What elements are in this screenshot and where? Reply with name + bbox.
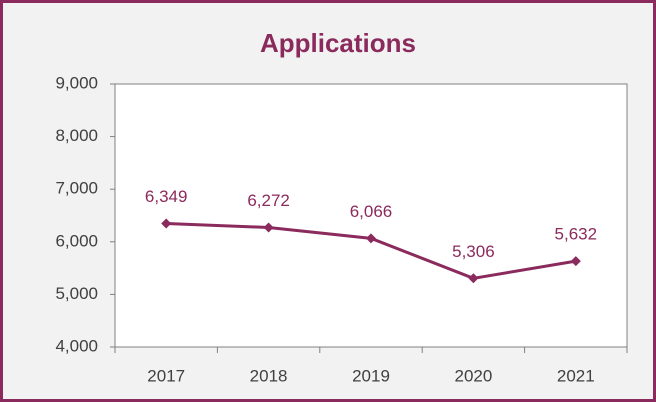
x-tick-label: 2018 xyxy=(250,366,288,385)
y-tick-label: 9,000 xyxy=(55,73,98,92)
x-tick-label: 2021 xyxy=(557,366,595,385)
marker xyxy=(468,273,479,284)
x-tick-label: 2017 xyxy=(147,366,185,385)
data-label: 6,349 xyxy=(145,187,188,206)
y-tick-label: 7,000 xyxy=(55,179,98,198)
data-label: 5,306 xyxy=(452,242,495,261)
data-label: 6,272 xyxy=(247,191,290,210)
y-tick-label: 8,000 xyxy=(55,126,98,145)
y-tick-label: 4,000 xyxy=(55,336,98,355)
x-tick-label: 2020 xyxy=(454,366,492,385)
plot-area xyxy=(114,83,628,348)
marker xyxy=(366,233,376,244)
y-tick-label: 5,000 xyxy=(55,284,98,303)
marker xyxy=(263,222,274,233)
data-label: 5,632 xyxy=(555,225,598,244)
x-tick-label: 2019 xyxy=(352,366,390,385)
y-tick-label: 6,000 xyxy=(55,231,98,250)
marker xyxy=(161,218,172,229)
data-label: 6,066 xyxy=(350,202,393,221)
marker xyxy=(570,256,581,267)
chart-title: Applications xyxy=(260,28,416,58)
